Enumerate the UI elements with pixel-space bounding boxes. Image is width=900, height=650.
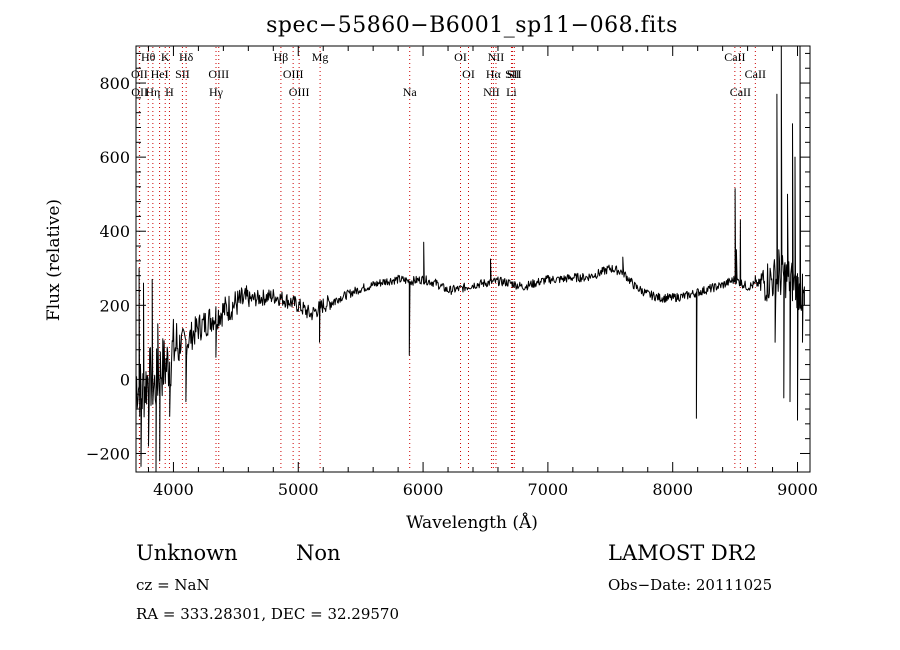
x-tick-label: 7000 <box>528 480 569 499</box>
line-marker-label: Hθ <box>141 50 156 64</box>
line-marker-label: Li <box>506 85 517 99</box>
line-marker-label: NII <box>483 85 500 99</box>
line-marker-label: OIII <box>283 67 304 81</box>
line-marker-label: Hη <box>145 85 160 99</box>
x-tick-label: 5000 <box>278 480 319 499</box>
line-marker-label: Hδ <box>179 50 194 64</box>
line-marker-label: H <box>165 85 174 99</box>
line-marker-label: Hγ <box>209 85 224 99</box>
spectrum-line <box>135 45 805 473</box>
line-marker-label: OI <box>462 67 475 81</box>
line-marker-label: Na <box>403 85 418 99</box>
y-axis-label: Flux (relative) <box>44 199 64 321</box>
x-tick-label: 9000 <box>777 480 818 499</box>
y-tick-label: 800 <box>99 74 130 93</box>
line-label-group: HθOIIOIIHηHeIKHSIIHδOIIIHγHβOIIIOIIIMgNa… <box>131 50 766 99</box>
line-marker-group <box>138 47 756 471</box>
line-marker-label: OIII <box>289 85 310 99</box>
line-marker-label: HeI <box>151 67 169 81</box>
line-marker-label: OIII <box>208 67 229 81</box>
survey-name: LAMOST DR2 <box>608 541 757 565</box>
y-tick-label: 400 <box>99 222 130 241</box>
x-axis-ticks: 4000 5000 6000 7000 8000 9000 <box>147 46 818 499</box>
chart-title: spec−55860−B6001_sp11−068.fits <box>266 13 678 38</box>
y-axis-ticks: −200 0 200 400 600 800 <box>86 52 810 463</box>
plot-frame <box>135 45 811 473</box>
line-marker-label: SII <box>175 67 190 81</box>
line-marker-label: NII <box>488 50 505 64</box>
line-marker-label: SII <box>505 67 520 81</box>
line-marker-label: K <box>161 50 170 64</box>
y-tick-label: 0 <box>120 370 130 389</box>
object-subclass: Non <box>296 541 341 565</box>
coordinates: RA = 333.28301, DEC = 32.29570 <box>136 605 399 623</box>
x-axis-label: Wavelength (Å) <box>406 512 538 533</box>
y-tick-label: −200 <box>86 444 130 463</box>
y-tick-label: 600 <box>99 148 130 167</box>
line-marker-label: CaII <box>724 50 745 64</box>
line-marker-label: OII <box>131 85 148 99</box>
line-marker-label: OI <box>454 50 467 64</box>
observation-date: Obs−Date: 20111025 <box>608 576 772 594</box>
line-marker-label: Hα <box>486 67 502 81</box>
x-tick-label: 8000 <box>652 480 693 499</box>
redshift-value: cz = NaN <box>136 576 210 594</box>
x-tick-label: 4000 <box>153 480 194 499</box>
line-marker-label: CaII <box>745 67 766 81</box>
line-marker-label: SII <box>507 67 522 81</box>
line-marker-label: Mg <box>312 50 329 64</box>
y-tick-label: 200 <box>99 296 130 315</box>
x-tick-label: 6000 <box>403 480 444 499</box>
line-marker-label: OII <box>131 67 148 81</box>
line-marker-label: CaII <box>730 85 751 99</box>
object-class: Unknown <box>136 541 238 565</box>
line-marker-label: Hβ <box>274 50 289 64</box>
